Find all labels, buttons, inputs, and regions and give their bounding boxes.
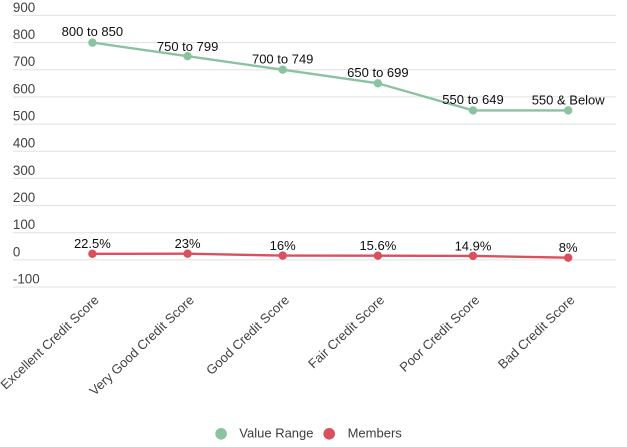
svg-text:900: 900 [13, 0, 35, 15]
svg-text:800: 800 [13, 27, 35, 42]
svg-text:14.9%: 14.9% [455, 238, 492, 253]
svg-text:600: 600 [13, 81, 35, 96]
svg-text:22.5%: 22.5% [74, 236, 111, 251]
svg-text:Members: Members [348, 425, 403, 440]
svg-text:Good Credit Score: Good Credit Score [203, 292, 292, 378]
svg-text:Fair Credit Score: Fair Credit Score [305, 292, 387, 371]
svg-text:100: 100 [13, 217, 35, 232]
svg-text:800 to 850: 800 to 850 [62, 24, 123, 39]
svg-text:200: 200 [13, 190, 35, 205]
svg-text:650 to 699: 650 to 699 [347, 65, 408, 80]
svg-text:400: 400 [13, 136, 35, 151]
svg-text:0: 0 [13, 244, 20, 259]
svg-text:-100: -100 [13, 272, 40, 287]
svg-text:16%: 16% [270, 238, 296, 253]
svg-text:500: 500 [13, 109, 35, 124]
svg-text:750 to 799: 750 to 799 [157, 39, 218, 54]
svg-text:300: 300 [13, 163, 35, 178]
svg-text:Value Range: Value Range [239, 425, 313, 440]
svg-text:Bad Credit Score: Bad Credit Score [495, 292, 578, 372]
svg-text:700 to 749: 700 to 749 [252, 51, 313, 66]
svg-text:8%: 8% [559, 240, 578, 255]
svg-text:15.6%: 15.6% [359, 238, 396, 253]
svg-text:Poor Credit Score: Poor Credit Score [397, 292, 483, 375]
svg-text:550 & Below: 550 & Below [532, 92, 606, 107]
svg-text:550 to 649: 550 to 649 [442, 92, 503, 107]
svg-text:Excellent Credit Score: Excellent Credit Score [0, 292, 102, 392]
svg-text:700: 700 [13, 54, 35, 69]
svg-text:Very Good Credit Score: Very Good Credit Score [86, 292, 197, 398]
svg-text:23%: 23% [175, 236, 201, 251]
